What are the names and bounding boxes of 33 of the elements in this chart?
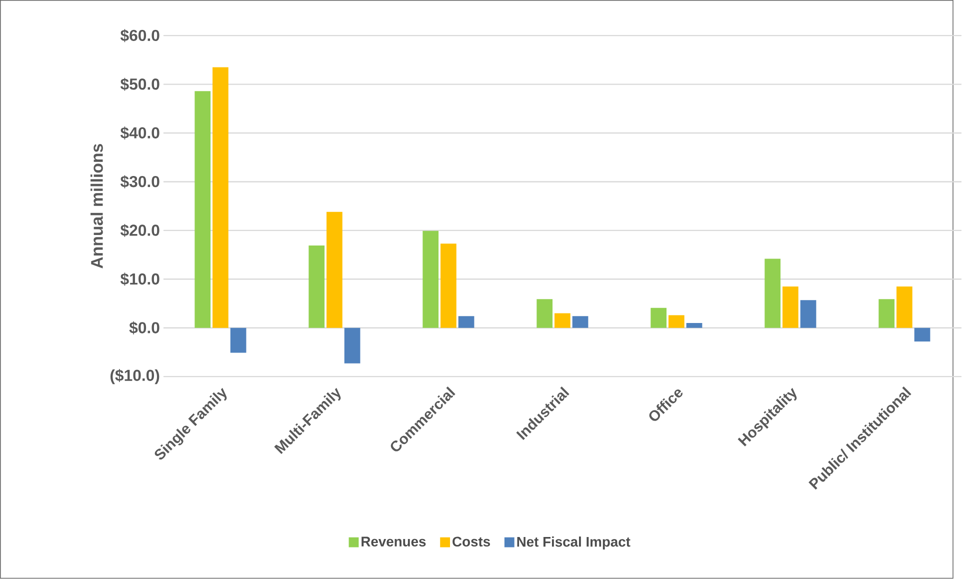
y-tick-label: $10.0	[120, 272, 160, 286]
bar	[650, 308, 667, 328]
bar	[554, 313, 570, 328]
bar	[914, 328, 930, 342]
bar	[536, 299, 553, 328]
y-tick-label: $0.0	[129, 322, 160, 334]
y-tick-label: ($10.0)	[110, 369, 160, 384]
bar	[194, 91, 211, 328]
bar	[668, 315, 684, 328]
bar	[326, 212, 342, 328]
bar	[230, 328, 246, 353]
bar	[212, 67, 228, 328]
y-tick-label: $40.0	[120, 126, 160, 140]
bar	[458, 316, 474, 328]
bar	[896, 286, 912, 328]
bar	[800, 300, 816, 328]
bar	[782, 286, 798, 328]
y-axis-title: Annual millions	[90, 144, 103, 269]
bar	[764, 258, 781, 328]
legend-label: Costs	[452, 536, 490, 547]
y-tick-label: $20.0	[120, 224, 160, 238]
bar	[344, 328, 360, 364]
bar	[686, 323, 702, 328]
bar	[440, 244, 456, 328]
y-tick-label: $60.0	[120, 29, 160, 42]
legend-label: Revenues	[362, 536, 426, 547]
y-tick-label: $50.0	[120, 78, 160, 91]
legend-label: Net Fiscal Impact	[517, 536, 630, 550]
bar	[422, 231, 439, 328]
y-tick-label: $30.0	[120, 175, 160, 188]
bar	[308, 246, 325, 328]
bar	[878, 299, 895, 328]
bar	[572, 316, 588, 328]
